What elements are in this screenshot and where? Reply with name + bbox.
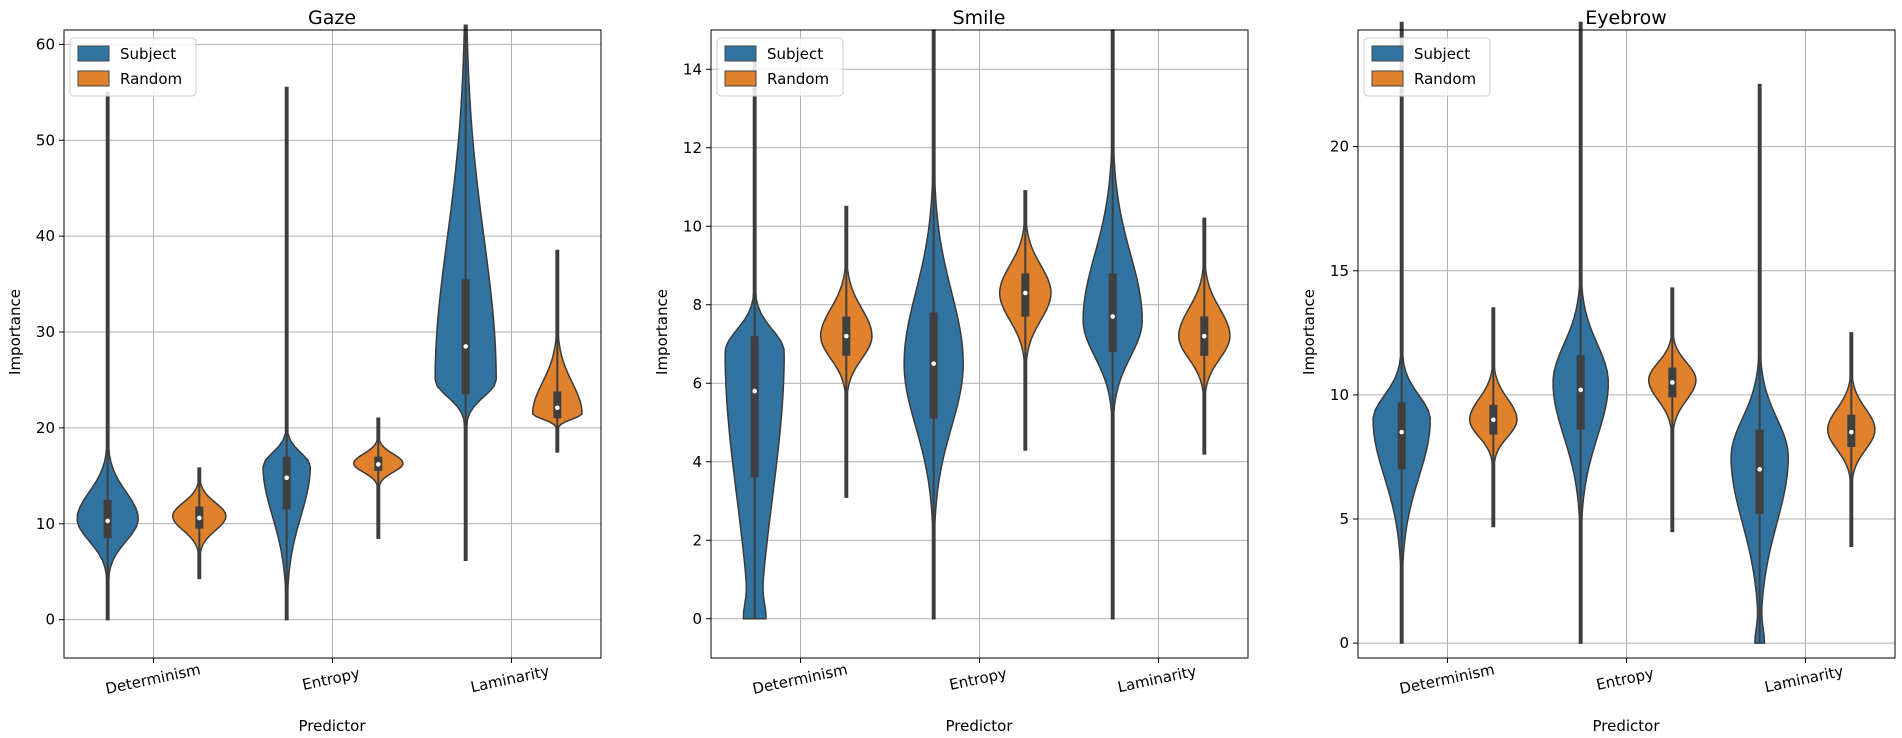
iqr-box	[553, 391, 562, 419]
y-axis: 0 10 20 30 40 50 60	[36, 35, 64, 629]
legend-label-random: Random	[1414, 70, 1476, 88]
x-axis-label: Predictor	[1592, 717, 1660, 735]
median-marker	[1757, 467, 1762, 472]
grid	[1358, 30, 1895, 658]
panel-title: Eyebrow	[1585, 7, 1667, 29]
iqr-box	[1397, 402, 1406, 470]
median-marker	[1023, 290, 1028, 296]
panel-smile: Smile Importance Predictor 0 2 4 6 8 10 12 14 D…	[653, 7, 1249, 735]
median-marker	[105, 518, 110, 524]
y-tick-label: 0	[1339, 634, 1349, 652]
y-tick-label: 20	[1330, 138, 1349, 156]
median-marker	[1202, 333, 1207, 339]
y-axis-label: Importance	[1300, 289, 1318, 375]
legend-swatch-subject	[724, 45, 757, 62]
x-tick-label: Determinism	[104, 660, 202, 698]
y-tick-label: 12	[683, 139, 702, 157]
legend-label-random: Random	[767, 70, 829, 88]
violin-layer	[76, 24, 583, 621]
y-tick-label: 14	[683, 60, 702, 78]
y-tick-label: 10	[1330, 386, 1349, 404]
legend: Subject Random	[69, 37, 197, 97]
median-marker	[1491, 417, 1496, 423]
iqr-box	[461, 279, 470, 395]
iqr-box	[282, 456, 291, 510]
legend-label-random: Random	[120, 70, 182, 88]
panel-title: Gaze	[308, 7, 356, 29]
median-marker	[1670, 380, 1675, 385]
y-tick-label: 20	[36, 419, 55, 437]
median-marker	[1849, 429, 1854, 435]
legend-swatch-random	[724, 70, 757, 87]
y-axis-label: Importance	[653, 289, 671, 375]
median-marker	[931, 361, 936, 366]
x-tick-label: Entropy	[948, 664, 1009, 694]
y-tick-label: 10	[683, 217, 702, 235]
panel-gaze: Gaze Importance Predictor 0102030405060 …	[6, 7, 602, 735]
iqr-box	[1755, 429, 1764, 515]
x-tick-label: Determinism	[751, 660, 849, 698]
y-tick-label: 8	[692, 296, 702, 314]
median-marker	[844, 333, 849, 339]
legend-label-subject: Subject	[120, 45, 176, 63]
y-tick-label: 40	[36, 227, 55, 245]
y-tick-label: 5	[1339, 510, 1349, 528]
median-marker	[284, 475, 289, 481]
iqr-box	[750, 336, 759, 478]
legend-swatch-subject	[1371, 45, 1404, 62]
x-axis: Determinism Entropy Laminarity	[751, 658, 1198, 698]
x-tick-label: Entropy	[301, 664, 362, 694]
x-axis-label: Predictor	[945, 717, 1013, 735]
median-marker	[752, 388, 757, 394]
median-marker	[463, 344, 468, 349]
median-marker	[1578, 387, 1583, 393]
x-tick-label: Entropy	[1595, 664, 1656, 694]
y-tick-label: 50	[36, 131, 55, 149]
y-axis: 0 2 4 6 8 10 12 14	[683, 60, 711, 628]
y-tick-label: 15	[1330, 262, 1349, 280]
iqr-box	[1576, 355, 1585, 430]
y-tick-label: 30	[36, 323, 55, 341]
x-tick-label: Laminarity	[1116, 662, 1198, 696]
y-tick-label: 6	[692, 374, 702, 392]
x-axis: Determinism Entropy Laminarity	[104, 658, 551, 698]
x-tick-label: Determinism	[1398, 660, 1496, 698]
y-tick-label: 4	[692, 453, 702, 471]
violin-layer	[724, 29, 1231, 620]
median-marker	[555, 405, 560, 411]
y-axis: 0 5 10 15 20	[1330, 138, 1358, 652]
median-marker	[1110, 314, 1115, 319]
y-tick-label: 60	[36, 35, 55, 53]
y-tick-label: 10	[36, 515, 55, 533]
x-axis: Determinism Entropy Laminarity	[1398, 658, 1845, 698]
x-tick-label: Laminarity	[469, 662, 551, 696]
legend-swatch-subject	[77, 45, 110, 62]
median-marker	[376, 462, 381, 467]
legend: Subject Random	[716, 37, 844, 97]
legend: Subject Random	[1363, 37, 1491, 97]
y-tick-label: 2	[692, 531, 702, 549]
y-tick-label: 0	[45, 611, 55, 629]
x-axis-label: Predictor	[298, 717, 366, 735]
legend-swatch-random	[77, 70, 110, 87]
iqr-box	[1108, 273, 1117, 352]
grid	[64, 30, 601, 658]
median-marker	[1399, 429, 1404, 435]
legend-label-subject: Subject	[767, 45, 823, 63]
violin-layer	[1372, 21, 1876, 644]
y-axis-label: Importance	[6, 289, 24, 375]
grid	[711, 30, 1248, 658]
x-tick-label: Laminarity	[1763, 662, 1845, 696]
panel-eyebrow: Eyebrow Importance Predictor 0 5 10 15 20 De…	[1300, 7, 1896, 735]
legend-swatch-random	[1371, 70, 1404, 87]
legend-label-subject: Subject	[1414, 45, 1470, 63]
panel-title: Smile	[953, 7, 1006, 29]
y-tick-label: 0	[692, 610, 702, 628]
median-marker	[197, 515, 202, 521]
